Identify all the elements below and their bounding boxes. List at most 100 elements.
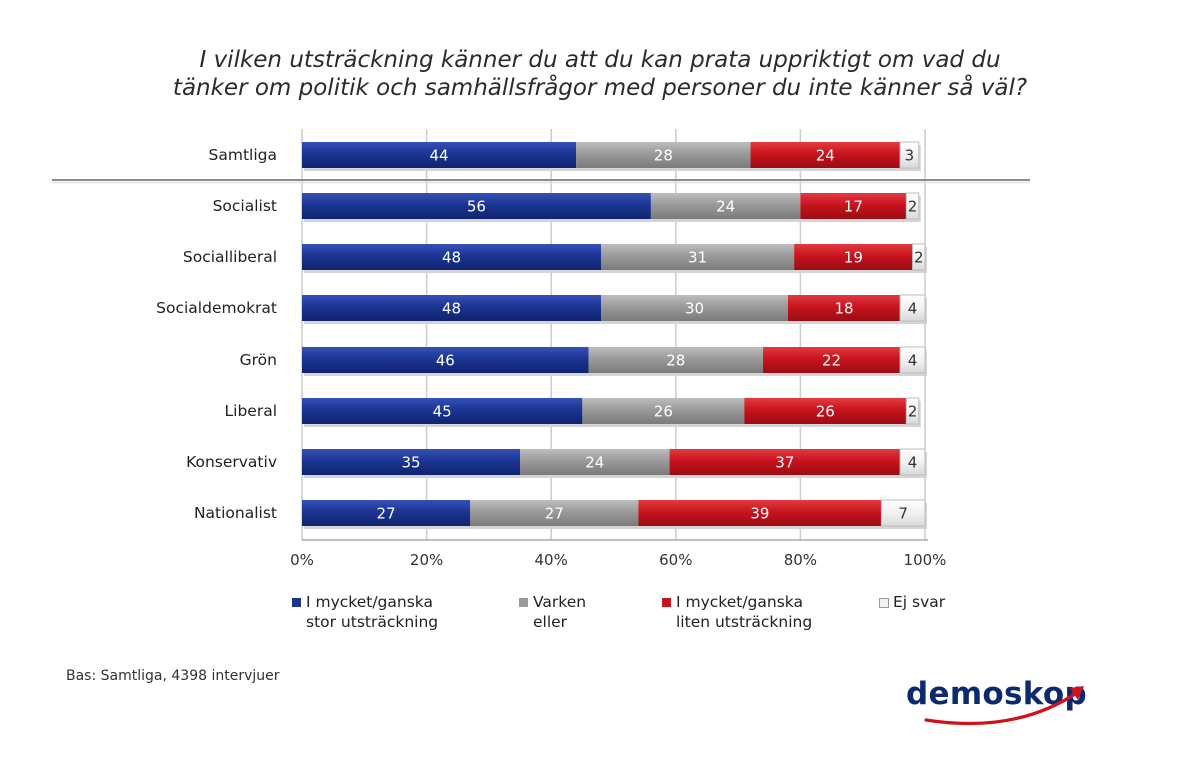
data-label: 28 [666, 352, 685, 370]
bar-segment [899, 346, 926, 374]
data-label: 4 [908, 352, 918, 370]
data-label: 48 [442, 300, 461, 318]
bar-segment [302, 295, 602, 321]
legend-label-stor-2: stor utsträckning [306, 613, 439, 631]
data-label: 31 [688, 249, 707, 267]
bar-segment [905, 397, 920, 425]
bar-segment [302, 398, 583, 424]
data-label: 7 [898, 505, 908, 523]
data-label: 56 [467, 198, 486, 216]
data-label: 2 [908, 198, 918, 216]
data-label: 46 [436, 352, 455, 370]
data-label: 19 [844, 249, 863, 267]
x-tick-label: 80% [784, 551, 817, 569]
bar-segment [800, 193, 907, 219]
data-label: 27 [545, 505, 564, 523]
data-label: 3 [905, 147, 915, 165]
bar-segment [588, 347, 764, 373]
category-label: Konservativ [186, 453, 277, 471]
category-label: Samtliga [209, 146, 277, 164]
category-labels: Samtliga Socialist Socialliberal Socialdemo… [156, 146, 277, 522]
bar-segment [787, 295, 901, 321]
legend-label-varken-2: eller [533, 613, 568, 631]
data-label: 30 [685, 300, 704, 318]
category-label: Socialdemokrat [156, 299, 277, 317]
legend-label-ej-svar: Ej svar [893, 593, 946, 611]
data-label: 24 [716, 198, 735, 216]
bar-segment [302, 142, 577, 168]
chart-title: I vilken utsträckning känner du att du k… [0, 46, 1200, 102]
bar-segment [794, 244, 913, 270]
category-label: Nationalist [194, 504, 277, 522]
bar-segment [899, 294, 926, 322]
category-label: Grön [240, 351, 277, 369]
footnote: Bas: Samtliga, 4398 intervjuer [66, 668, 280, 684]
category-label: Socialist [213, 197, 277, 215]
data-label: 26 [654, 403, 673, 421]
bar-segment [470, 500, 639, 526]
bar-segment [744, 398, 907, 424]
data-label: 26 [816, 403, 835, 421]
legend-swatch-ej-svar [879, 598, 889, 608]
data-label: 4 [908, 454, 918, 472]
category-label: Socialliberal [183, 248, 277, 266]
bar-segment [302, 193, 651, 219]
bar-segment [899, 141, 920, 169]
bar-segment [638, 500, 882, 526]
legend-label-varken-1: Varken [533, 593, 587, 611]
data-label: 2 [908, 403, 918, 421]
bar-segment [750, 142, 901, 168]
category-label: Liberal [225, 402, 278, 420]
x-tick-label: 60% [659, 551, 692, 569]
legend-swatch-stor [292, 598, 301, 607]
x-tick-label: 0% [290, 551, 314, 569]
bar-segment [912, 243, 926, 271]
legend-item-liten: I mycket/ganska liten utsträckning [662, 592, 836, 632]
legend-item-ej-svar: Ej svar [879, 592, 1053, 612]
bar-segment [763, 347, 901, 373]
legend-swatch-varken [519, 598, 528, 607]
data-label: 24 [585, 454, 604, 472]
legend-swatch-liten [662, 598, 671, 607]
data-label: 4 [908, 300, 918, 318]
data-label: 28 [654, 147, 673, 165]
x-tick-label: 40% [535, 551, 568, 569]
bar-segment [582, 398, 745, 424]
data-label: 17 [844, 198, 863, 216]
bar-segment [899, 448, 926, 476]
bar-segment [601, 295, 788, 321]
x-axis-ticks: 0% 20% 40% 60% 80% 100% [290, 551, 946, 569]
x-tick-label: 100% [904, 551, 947, 569]
bar-segment [601, 244, 795, 270]
x-tick-label: 20% [410, 551, 443, 569]
legend-item-varken: Varken eller [519, 592, 693, 632]
bar-segment [576, 142, 751, 168]
data-label: 37 [775, 454, 794, 472]
legend-label-stor-1: I mycket/ganska [306, 593, 433, 611]
chart-title-line-1: I vilken utsträckning känner du att du k… [199, 47, 1001, 73]
chart-title-line-2: tänker om politik och samhällsfrågor med… [172, 75, 1028, 101]
bar-segment [650, 193, 801, 219]
data-label: 45 [433, 403, 452, 421]
bar-segment [302, 244, 602, 270]
data-label: 22 [822, 352, 841, 370]
bar-segment [302, 449, 521, 475]
demoskop-logo: demoskop [906, 670, 1087, 730]
bar-segment [905, 192, 920, 220]
data-label: 2 [914, 249, 924, 267]
legend-item-stor: I mycket/ganska stor utsträckning [292, 592, 466, 632]
gridlines [52, 129, 1030, 541]
legend-label-liten-2: liten utsträckning [676, 613, 813, 631]
data-label: 44 [430, 147, 449, 165]
bar-segment [302, 347, 589, 373]
bar-segment [520, 449, 670, 475]
bar-segment [880, 499, 926, 527]
data-label: 35 [401, 454, 420, 472]
bar-segment [302, 500, 471, 526]
data-label: 48 [442, 249, 461, 267]
legend-label-liten-1: I mycket/ganska [676, 593, 803, 611]
data-label: 18 [834, 300, 853, 318]
data-label: 39 [750, 505, 769, 523]
bars: 44 28 24 356 24 17 248 31 19 248 30 18 446 28 22 445 26 2… [302, 141, 927, 529]
logo-arrow-icon [924, 686, 1084, 726]
